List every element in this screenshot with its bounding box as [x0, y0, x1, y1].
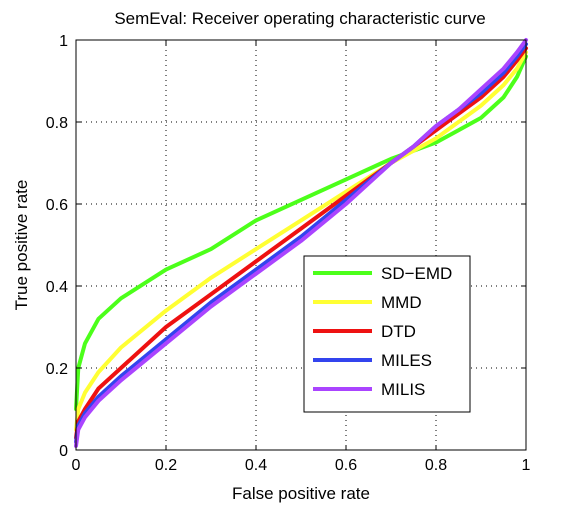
legend-items: SD−EMD MMD DTD MILES MILIS: [313, 264, 452, 399]
y-tick-label: 0.4: [46, 279, 68, 296]
series-line-2: [74, 50, 528, 432]
legend-label-2: MMD: [381, 293, 422, 312]
series-line-5: [74, 38, 528, 448]
series-line-1: [74, 54, 528, 411]
x-tick-label: 0.6: [335, 457, 357, 474]
y-tick-label: 0: [59, 443, 68, 460]
plot-frame: [75, 39, 527, 451]
y-tick-label: 0.6: [46, 197, 68, 214]
x-axis-label: False positive rate: [232, 484, 370, 503]
legend-label-1: SD−EMD: [381, 264, 452, 283]
x-tick-label: 0.2: [155, 457, 177, 474]
legend-label-5: MILIS: [381, 380, 425, 399]
series-line-4: [74, 42, 528, 444]
x-tick-label: 0.4: [245, 457, 267, 474]
x-tick-label: 0.8: [425, 457, 447, 474]
y-axis-label: True positive rate: [12, 180, 31, 311]
tick-layer: 0 0.2 0.4 0.6 0.8 1 0 0.2 0.4 0.6 0.8 1: [46, 33, 531, 474]
x-tick-label: 0: [72, 457, 81, 474]
legend-label-4: MILES: [381, 351, 432, 370]
legend-box: [303, 255, 471, 413]
legend: SD−EMD MMD DTD MILES MILIS: [303, 255, 471, 413]
axis-layer: [75, 39, 527, 451]
y-tick-label: 0.8: [46, 115, 68, 132]
series-layer: [74, 38, 528, 448]
legend-label-3: DTD: [381, 322, 416, 341]
y-tick-label: 0.2: [46, 361, 68, 378]
y-tick-label: 1: [59, 33, 68, 50]
x-tick-label: 1: [522, 457, 531, 474]
series-line-3: [74, 46, 528, 440]
chart-title: SemEval: Receiver operating characterist…: [114, 9, 485, 28]
